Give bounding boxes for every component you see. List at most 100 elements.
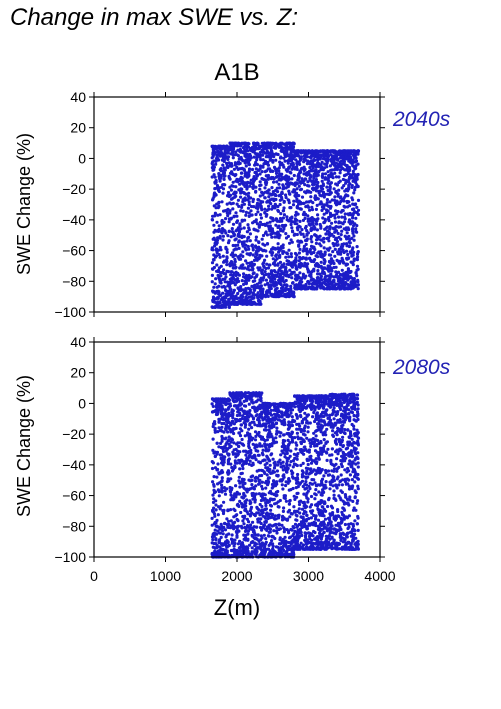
data-point: [280, 219, 284, 223]
data-point: [231, 153, 235, 157]
data-point: [328, 234, 332, 238]
data-point: [252, 142, 256, 146]
data-point: [212, 512, 217, 516]
data-point: [304, 242, 308, 246]
data-point: [243, 434, 247, 438]
data-point: [263, 186, 267, 190]
data-point: [214, 412, 219, 417]
data-point: [212, 397, 216, 402]
data-point: [224, 272, 228, 276]
data-point: [299, 207, 303, 211]
data-point: [278, 498, 282, 503]
data-point: [232, 232, 236, 237]
data-point: [258, 194, 262, 198]
data-point: [262, 498, 266, 502]
data-point: [214, 405, 218, 409]
data-point: [290, 265, 294, 269]
data-point: [246, 149, 250, 153]
data-point: [226, 460, 230, 464]
data-point: [287, 248, 291, 252]
data-point: [233, 253, 238, 257]
data-point: [264, 214, 268, 218]
data-point: [321, 266, 325, 270]
data-point: [278, 276, 282, 280]
data-point: [261, 448, 265, 452]
data-point: [244, 213, 248, 217]
data-point: [300, 240, 304, 244]
data-point: [243, 275, 247, 280]
data-point: [224, 417, 228, 421]
data-point: [240, 502, 244, 506]
data-point: [215, 525, 219, 529]
data-point: [320, 165, 324, 169]
data-point: [227, 229, 231, 234]
data-point: [280, 271, 285, 276]
data-point: [230, 541, 234, 545]
data-point: [265, 242, 270, 246]
data-point: [252, 287, 256, 291]
data-point: [214, 159, 218, 163]
data-point: [350, 196, 354, 200]
data-point: [229, 508, 233, 512]
data-point: [351, 261, 355, 265]
data-point: [224, 543, 228, 547]
data-point: [294, 258, 298, 263]
data-point: [248, 232, 252, 236]
period-label-2040s: 2040s: [392, 108, 451, 131]
data-point: [276, 271, 280, 275]
data-point: [284, 499, 288, 503]
data-point: [331, 250, 335, 254]
data-point: [345, 262, 350, 266]
data-point: [260, 504, 264, 509]
data-point: [250, 243, 254, 247]
data-point: [331, 176, 335, 180]
data-point: [217, 494, 221, 498]
data-point: [335, 239, 339, 244]
data-point: [258, 247, 263, 251]
data-point: [245, 490, 249, 494]
data-point: [229, 235, 233, 239]
data-point: [329, 149, 333, 153]
data-point: [265, 511, 269, 515]
data-point: [297, 281, 302, 285]
y-tick-label: −100: [54, 304, 86, 320]
data-point: [268, 220, 272, 224]
data-point: [289, 287, 293, 291]
data-point: [257, 168, 261, 172]
data-point: [309, 273, 313, 277]
data-point: [270, 207, 274, 211]
data-point: [261, 249, 265, 253]
data-point: [242, 545, 246, 549]
data-point: [271, 176, 275, 180]
data-point: [214, 193, 218, 197]
data-point: [283, 466, 287, 470]
data-point: [223, 183, 227, 187]
data-point: [229, 301, 233, 305]
data-point: [280, 195, 284, 200]
data-point: [278, 198, 282, 202]
data-point: [306, 205, 311, 209]
data-point: [297, 276, 302, 280]
data-point: [274, 152, 278, 156]
data-point: [351, 229, 355, 233]
data-point: [237, 279, 241, 283]
data-point: [279, 269, 283, 273]
data-point: [346, 171, 350, 176]
data-point: [220, 200, 224, 204]
data-point: [223, 174, 227, 178]
data-point: [256, 533, 260, 537]
data-point: [213, 549, 217, 554]
data-point: [239, 549, 243, 553]
data-point: [272, 466, 277, 470]
data-point: [308, 247, 313, 252]
data-point: [295, 162, 299, 166]
data-point: [261, 165, 265, 169]
data-point: [331, 226, 335, 230]
data-point: [309, 159, 313, 163]
data-point: [284, 186, 288, 190]
data-point: [289, 255, 294, 259]
data-point: [237, 431, 242, 435]
data-point: [302, 247, 306, 251]
data-point: [340, 268, 344, 272]
